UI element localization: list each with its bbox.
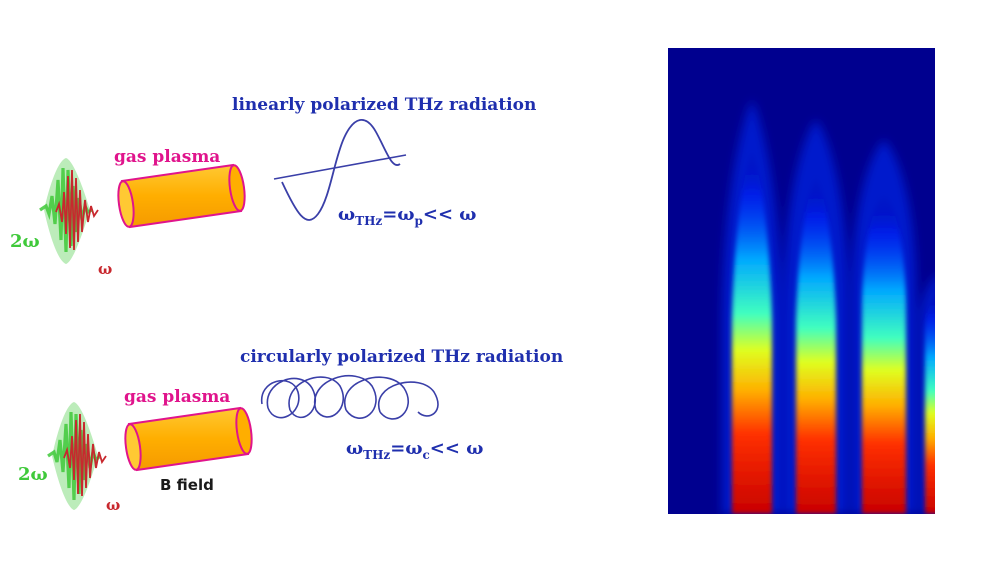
top-pulse-w-label: ω bbox=[98, 260, 112, 278]
bottom-pulse: 2ω ω bbox=[18, 402, 120, 514]
top-pulse-2w-label: 2ω bbox=[10, 231, 40, 252]
heatmap-band-4 bbox=[925, 295, 935, 514]
bottom-helix-wave bbox=[261, 375, 439, 420]
bottom-title: circularly polarized THz radiation bbox=[240, 347, 563, 367]
heatmap-bands bbox=[732, 150, 935, 514]
heatmap-band-1 bbox=[732, 150, 772, 514]
bottom-pulse-w-label: ω bbox=[106, 496, 120, 514]
top-title: linearly polarized THz radiation bbox=[232, 95, 536, 115]
bottom-panel: circularly polarized THz radiation 2ω ω … bbox=[18, 347, 563, 514]
heatmap-band-2 bbox=[796, 176, 836, 514]
bottom-pulse-w-wave bbox=[63, 413, 107, 497]
top-pulse: 2ω ω bbox=[10, 158, 112, 278]
top-relation: ωTHz=ωp<< ω bbox=[338, 204, 476, 228]
bottom-plasma-label: gas plasma bbox=[124, 387, 230, 407]
bottom-relation-text: ωTHz=ωc<< ω bbox=[346, 438, 483, 462]
top-plasma-label: gas plasma bbox=[114, 147, 220, 167]
top-plasma-cylinder bbox=[117, 163, 246, 229]
top-relation-text: ωTHz=ωp<< ω bbox=[338, 204, 476, 228]
top-panel: linearly polarized THz radiation 2ω ω ga… bbox=[10, 95, 536, 278]
heatmap-panel bbox=[668, 48, 935, 514]
bottom-relation: ωTHz=ωc<< ω bbox=[346, 438, 483, 462]
top-pulse-w-wave bbox=[55, 169, 99, 251]
top-linear-wave bbox=[273, 119, 407, 221]
bottom-plasma-cylinder bbox=[124, 406, 253, 472]
bottom-field-label: B field bbox=[160, 476, 214, 494]
bottom-pulse-2w-label: 2ω bbox=[18, 464, 48, 485]
heatmap-band-3 bbox=[862, 194, 906, 514]
